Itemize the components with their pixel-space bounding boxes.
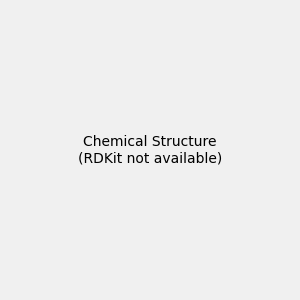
Text: Chemical Structure
(RDKit not available): Chemical Structure (RDKit not available) — [78, 135, 222, 165]
